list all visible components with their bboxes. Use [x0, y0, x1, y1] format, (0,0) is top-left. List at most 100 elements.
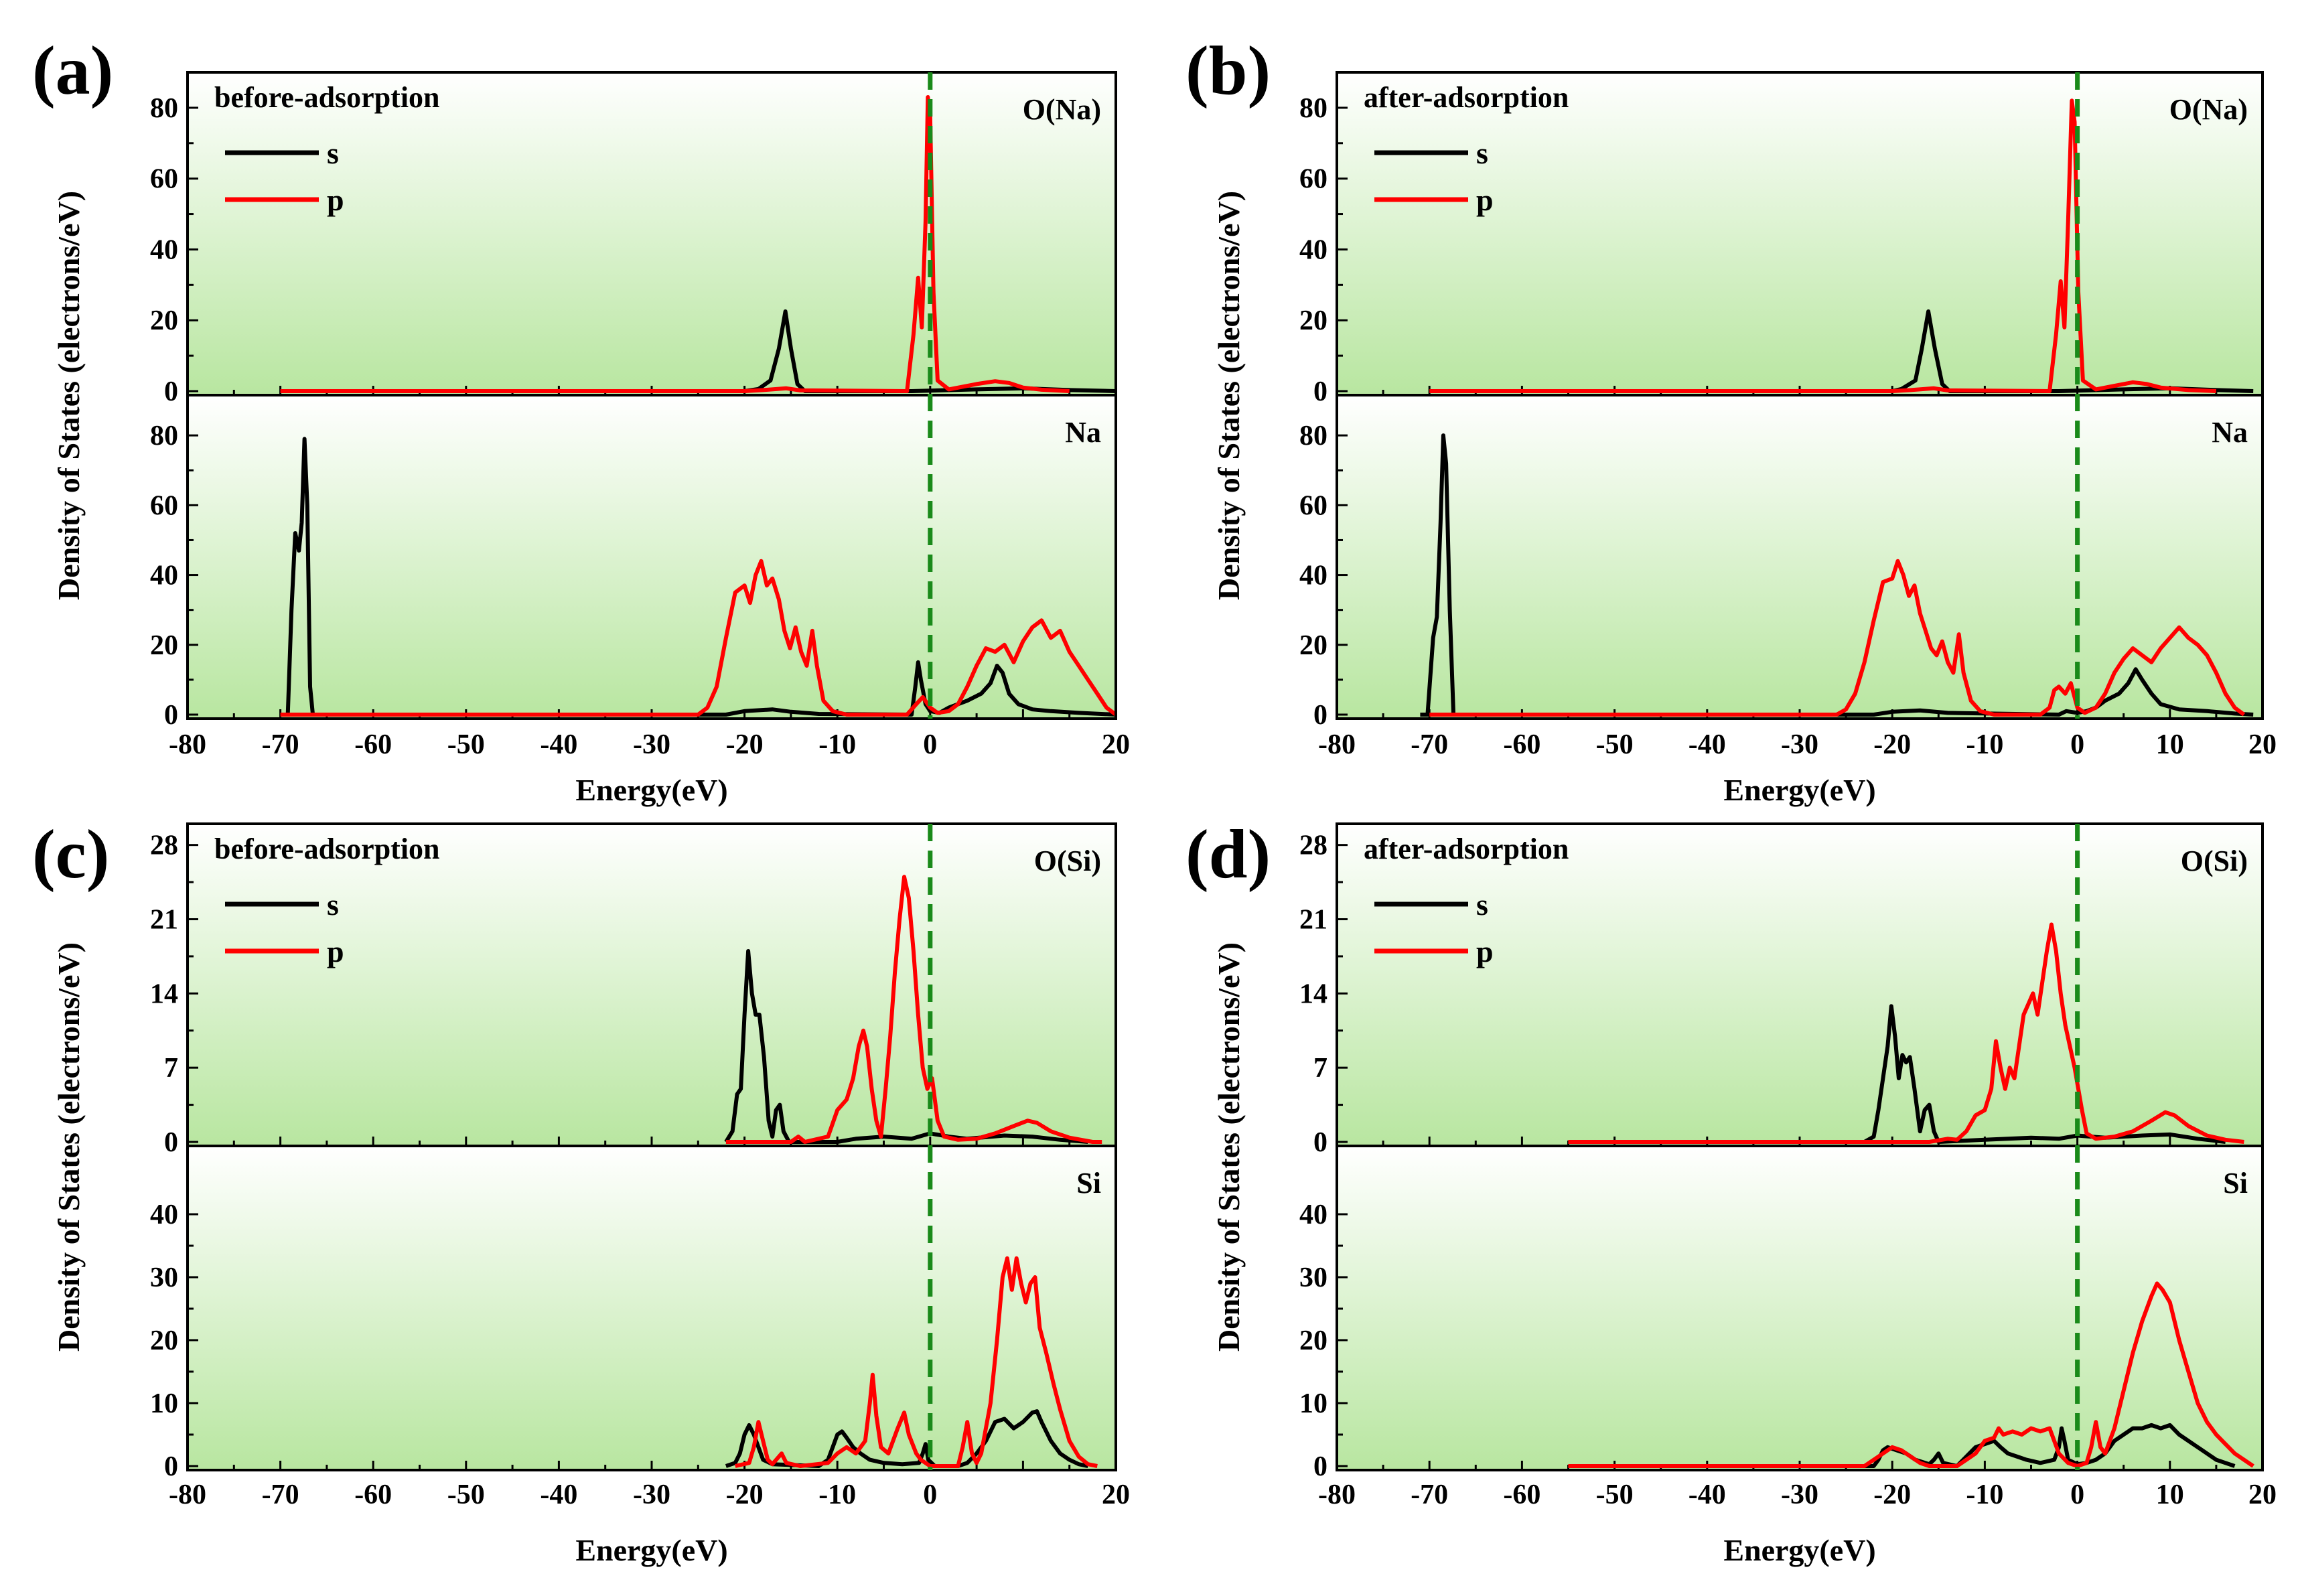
y-tick-label: 7 — [164, 1053, 178, 1084]
series-p-ona — [1429, 98, 2217, 393]
x-axis-title: Energy(eV) — [575, 1533, 727, 1567]
x-tick-label: -10 — [818, 729, 856, 760]
legend-p-label: p — [327, 934, 344, 968]
y-tick-label: 20 — [150, 305, 178, 336]
x-tick-label: -80 — [169, 1479, 206, 1510]
atom-label: Si — [2223, 1167, 2248, 1200]
y-axis-title: Density of States (electrons/eV) — [1212, 942, 1246, 1352]
y-tick-label: 0 — [1313, 1451, 1327, 1482]
y-tick-label: 21 — [150, 905, 178, 936]
y-axis-title: Density of States (electrons/eV) — [52, 942, 86, 1352]
x-tick-label: -30 — [1781, 729, 1818, 760]
series-p-osi — [725, 875, 1102, 1144]
state-label: after-adsorption — [1364, 81, 1569, 114]
y-tick-label: 40 — [1299, 1200, 1327, 1230]
y-tick-label: 0 — [164, 376, 178, 407]
y-axis-title: Density of States (electrons/eV) — [1212, 191, 1246, 600]
atom-label: Si — [1076, 1167, 1101, 1200]
y-tick-label: 21 — [1299, 905, 1327, 936]
x-tick-label: -30 — [1781, 1479, 1818, 1510]
x-tick-label: -20 — [1873, 1479, 1911, 1510]
x-tick-label: -70 — [1411, 1479, 1448, 1510]
dos-panel-b: (b) 0 20 40 60 80 O(Na) 0 20 40 60 80 Na after-adsorp… — [1185, 32, 2277, 807]
x-tick-label: 10 — [2156, 1479, 2184, 1510]
x-tick-label: -70 — [262, 1479, 299, 1510]
x-tick-label: -70 — [1411, 729, 1448, 760]
y-tick-label: 40 — [150, 1200, 178, 1230]
atom-label: O(Na) — [1023, 93, 1101, 126]
plot-background — [188, 1146, 1116, 1470]
x-tick-label: -60 — [1503, 1479, 1540, 1510]
plot-background — [1337, 1146, 2262, 1470]
atom-label: O(Si) — [2181, 845, 2248, 877]
panel-label: (c) — [32, 816, 109, 893]
plot-background — [188, 395, 1116, 719]
y-axis-title: Density of States (electrons/eV) — [52, 191, 86, 600]
atom-label: Na — [2212, 416, 2248, 449]
x-tick-label: 0 — [923, 1479, 937, 1510]
series-s-si — [725, 1409, 1088, 1468]
y-tick-label: 0 — [164, 1127, 178, 1158]
x-tick-label: -50 — [1596, 1479, 1634, 1510]
y-tick-label: 10 — [1299, 1388, 1327, 1419]
y-tick-label: 30 — [150, 1262, 178, 1293]
y-tick-label: 20 — [1299, 1325, 1327, 1356]
y-tick-label: 40 — [150, 234, 178, 265]
x-tick-label: -50 — [447, 1479, 485, 1510]
x-tick-label: -80 — [1318, 1479, 1356, 1510]
plot-background — [1337, 395, 2262, 719]
x-tick-label: -10 — [818, 1479, 856, 1510]
y-tick-label: 0 — [164, 1451, 178, 1482]
y-tick-label: 20 — [1299, 630, 1327, 661]
x-tick-label: -80 — [169, 729, 206, 760]
dos-panel-a: (a) 0 20 40 60 80 O(Na) 0 20 40 60 80 Na before-adsor… — [32, 32, 1130, 807]
series-s-ona — [280, 309, 1117, 393]
y-tick-label: 80 — [1299, 93, 1327, 124]
y-tick-label: 30 — [1299, 1262, 1327, 1293]
y-tick-label: 60 — [150, 164, 178, 195]
y-tick-label: 20 — [150, 1325, 178, 1356]
y-tick-label: 20 — [150, 630, 178, 661]
subplot-si: 0 10 20 30 40 Si — [150, 1145, 1117, 1482]
legend-s-label: s — [327, 887, 339, 922]
series-p-si — [1568, 1281, 2254, 1468]
panel-label: (b) — [1185, 32, 1271, 109]
x-tick-label: -10 — [1966, 729, 2003, 760]
x-tick-label: 0 — [2070, 1479, 2084, 1510]
y-tick-label: 10 — [150, 1388, 178, 1419]
y-tick-label: 28 — [150, 830, 178, 861]
x-tick-label: 10 — [2156, 729, 2184, 760]
x-tick-label: 0 — [923, 729, 937, 760]
x-tick-label: -70 — [262, 729, 299, 760]
atom-label: O(Si) — [1034, 845, 1101, 877]
plot-background — [188, 824, 1116, 1146]
x-tick-label: -10 — [1966, 1479, 2003, 1510]
dos-panel-d: (d) 0 7 14 21 28 O(Si) 0 10 20 30 40 Si after-adsorpt… — [1185, 816, 2277, 1567]
x-tick-label: -30 — [633, 729, 670, 760]
x-tick-label: -60 — [1503, 729, 1540, 760]
y-tick-label: 14 — [150, 978, 178, 1009]
series-p-na — [280, 559, 1117, 717]
x-tick-label: -60 — [354, 729, 392, 760]
subplot-o-na: 0 20 40 60 80 O(Na) — [1299, 71, 2264, 407]
x-tick-label: -50 — [1596, 729, 1634, 760]
plot-frame — [186, 394, 1117, 720]
state-label: after-adsorption — [1364, 832, 1569, 865]
dos-panel-c: (c) 0 7 14 21 28 O(Si) 0 10 20 30 40 Si before-adsorp… — [32, 816, 1130, 1567]
y-tick-label: 80 — [1299, 421, 1327, 451]
plot-background — [1337, 824, 2262, 1146]
legend-p-label: p — [1476, 934, 1494, 968]
y-tick-label: 0 — [1313, 1127, 1327, 1158]
y-tick-label: 60 — [1299, 490, 1327, 521]
series-p-osi — [1568, 922, 2244, 1144]
subplot-na: 0 20 40 60 80 Na — [150, 394, 1117, 731]
x-tick-label: -40 — [1688, 729, 1726, 760]
subplot-na: 0 20 40 60 80 Na — [1299, 394, 2264, 731]
state-label: before-adsorption — [214, 832, 440, 865]
series-p-na — [1429, 559, 2246, 717]
x-axis-title: Energy(eV) — [1723, 1533, 1875, 1567]
y-tick-label: 0 — [1313, 700, 1327, 731]
x-tick-label: -40 — [540, 729, 577, 760]
plot-background — [188, 72, 1116, 395]
